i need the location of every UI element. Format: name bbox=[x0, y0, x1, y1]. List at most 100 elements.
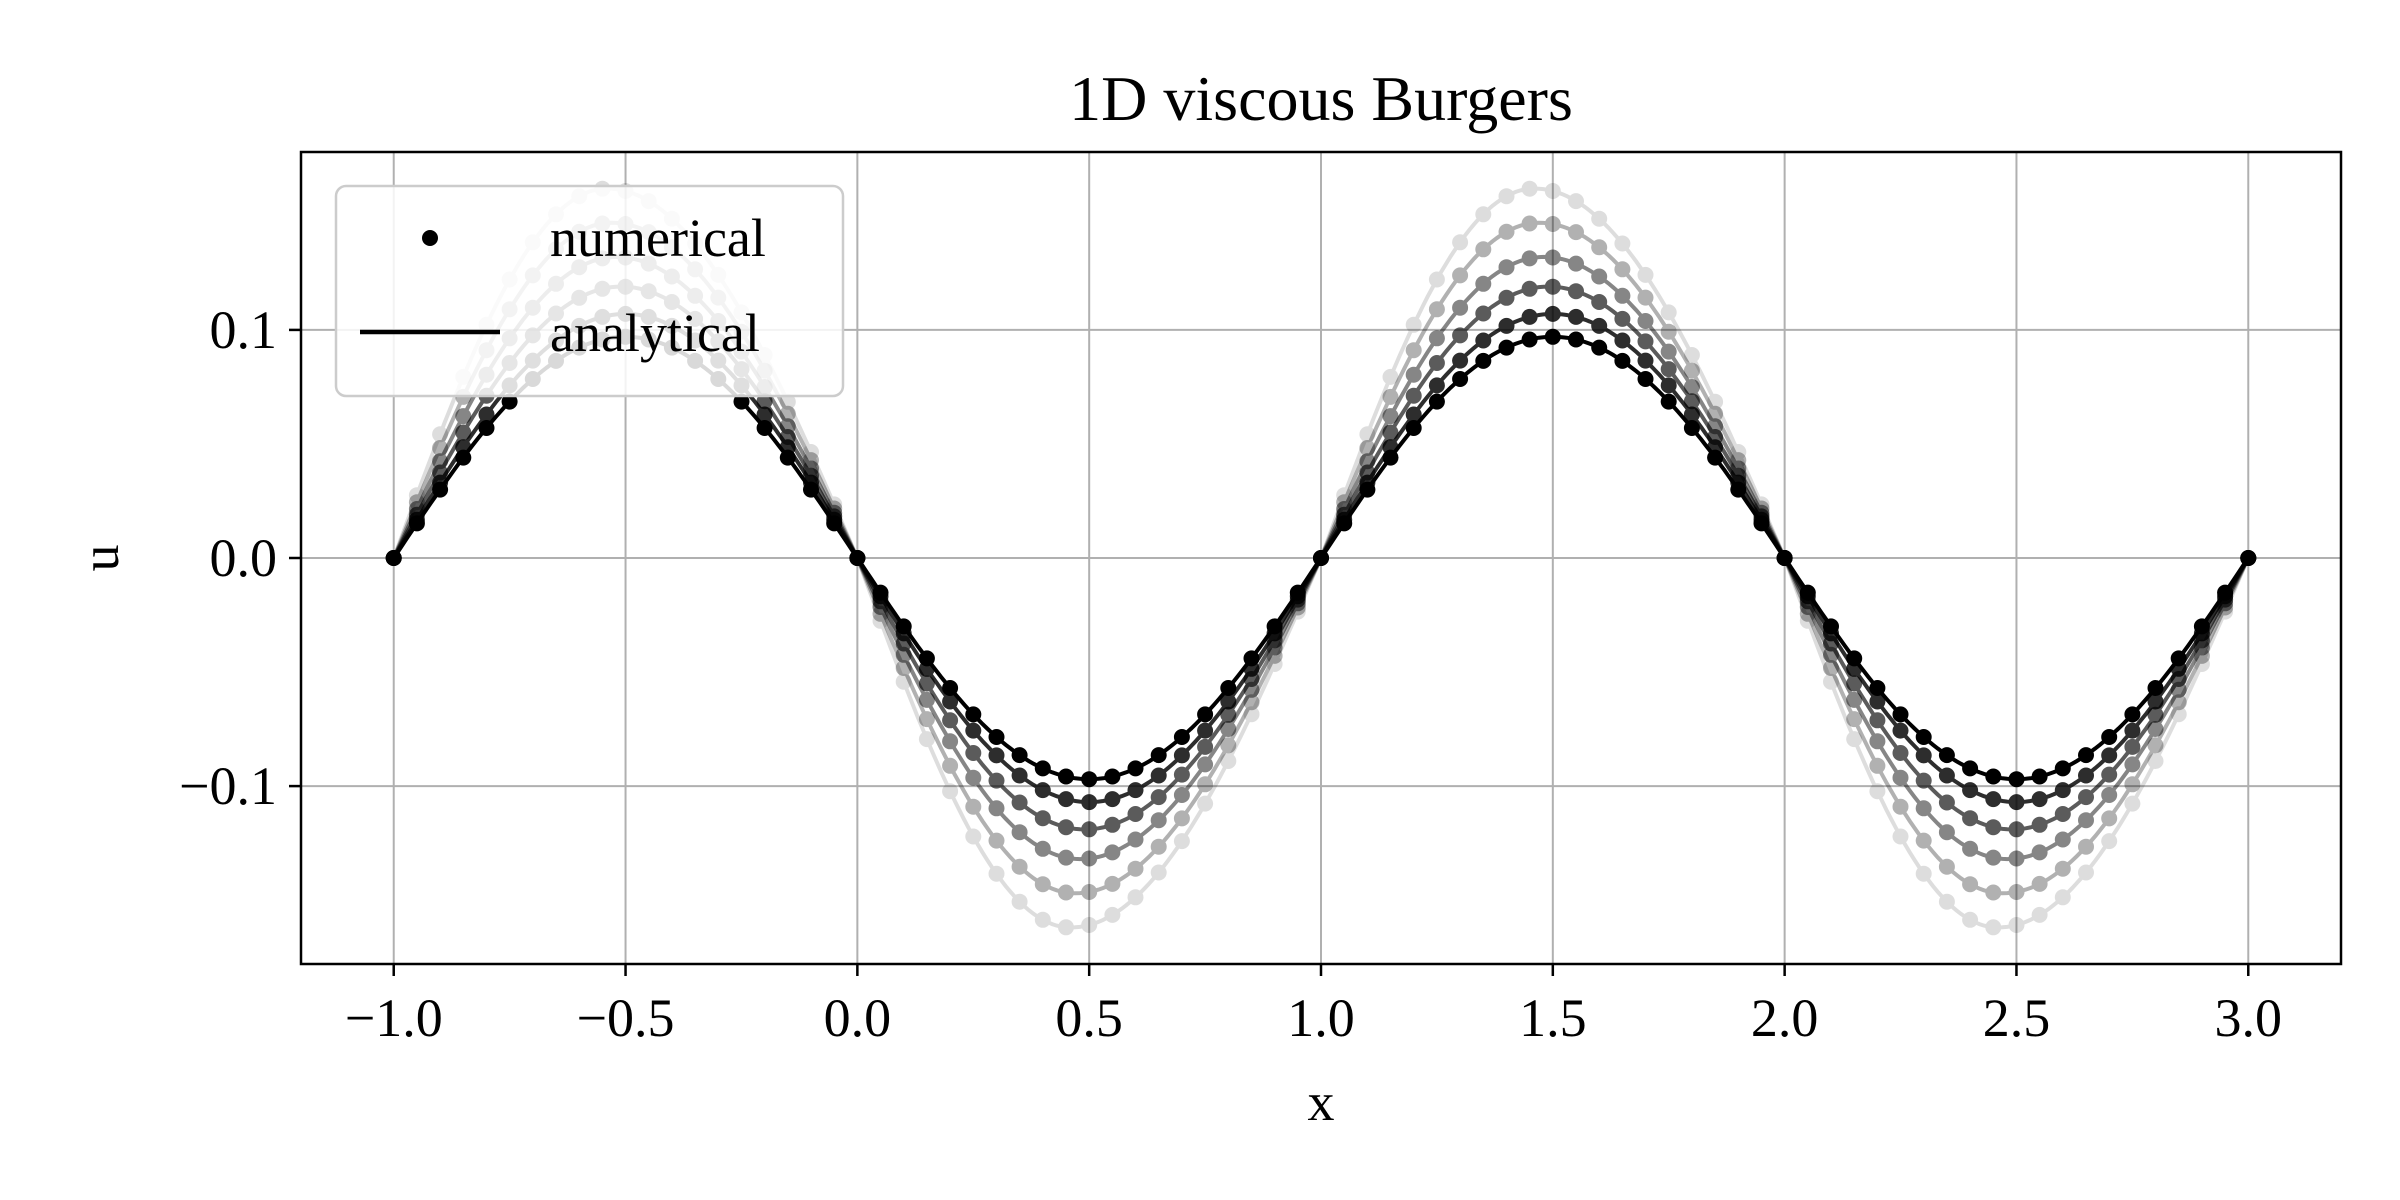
numerical-point bbox=[1730, 444, 1747, 460]
numerical-point bbox=[2101, 729, 2118, 745]
x-tick-label: 1.0 bbox=[1287, 988, 1355, 1048]
numerical-point bbox=[1544, 216, 1561, 232]
numerical-point bbox=[1081, 850, 1098, 867]
numerical-point bbox=[1382, 368, 1399, 385]
numerical-point bbox=[942, 733, 959, 750]
numerical-point bbox=[1428, 271, 1445, 288]
numerical-point bbox=[1846, 711, 1863, 728]
legend-numerical-marker bbox=[422, 230, 438, 246]
numerical-point bbox=[2008, 794, 2025, 811]
numerical-point bbox=[1683, 362, 1700, 379]
numerical-point bbox=[2124, 756, 2141, 773]
numerical-point bbox=[2147, 753, 2164, 769]
numerical-point bbox=[1892, 722, 1909, 739]
numerical-point bbox=[2124, 722, 2141, 739]
numerical-point bbox=[1730, 481, 1747, 498]
numerical-point bbox=[2054, 782, 2071, 799]
numerical-point bbox=[1127, 860, 1144, 877]
numerical-point bbox=[1591, 210, 1608, 227]
numerical-point bbox=[779, 449, 796, 466]
numerical-point bbox=[942, 680, 959, 696]
numerical-point bbox=[1058, 919, 1074, 936]
numerical-point bbox=[1173, 833, 1190, 850]
numerical-point bbox=[2054, 806, 2071, 822]
numerical-point bbox=[1962, 840, 1979, 857]
numerical-point bbox=[1568, 193, 1584, 210]
numerical-point bbox=[1683, 406, 1700, 423]
numerical-point bbox=[756, 406, 773, 423]
numerical-point bbox=[1104, 791, 1121, 808]
numerical-point bbox=[1938, 747, 1955, 764]
numerical-point bbox=[988, 800, 1005, 817]
numerical-point bbox=[385, 550, 402, 566]
numerical-point bbox=[918, 711, 935, 728]
numerical-point bbox=[2217, 584, 2234, 601]
numerical-point bbox=[1869, 757, 1886, 774]
numerical-point bbox=[1938, 824, 1955, 841]
numerical-point bbox=[2147, 680, 2164, 696]
numerical-point bbox=[942, 757, 959, 774]
numerical-point bbox=[1823, 660, 1839, 676]
numerical-point bbox=[1776, 550, 1793, 566]
numerical-point bbox=[1405, 342, 1422, 359]
numerical-point bbox=[1637, 371, 1654, 387]
numerical-point bbox=[408, 487, 425, 504]
numerical-point bbox=[1452, 327, 1469, 344]
numerical-point bbox=[478, 420, 495, 436]
numerical-point bbox=[1197, 722, 1214, 739]
numerical-point bbox=[1683, 393, 1700, 410]
numerical-point bbox=[1846, 675, 1863, 692]
numerical-point bbox=[432, 440, 449, 456]
numerical-point bbox=[942, 783, 959, 800]
numerical-point bbox=[1382, 449, 1399, 466]
numerical-point bbox=[2124, 738, 2141, 755]
numerical-point bbox=[2008, 884, 2025, 900]
numerical-point bbox=[2240, 550, 2257, 566]
numerical-point bbox=[1034, 840, 1051, 857]
numerical-point bbox=[1127, 889, 1144, 906]
numerical-point bbox=[2147, 721, 2164, 737]
numerical-point bbox=[1869, 712, 1886, 729]
numerical-point bbox=[432, 481, 449, 498]
numerical-point bbox=[1475, 352, 1492, 369]
numerical-point bbox=[2124, 795, 2141, 812]
numerical-point bbox=[1938, 767, 1955, 784]
numerical-point bbox=[1220, 753, 1237, 769]
numerical-point bbox=[756, 420, 773, 436]
numerical-point bbox=[1985, 849, 2002, 866]
numerical-point bbox=[1243, 694, 1260, 711]
numerical-point bbox=[1521, 215, 1538, 232]
numerical-point bbox=[918, 675, 935, 692]
numerical-point bbox=[1081, 821, 1098, 838]
numerical-point bbox=[1104, 768, 1121, 785]
chart-title: 1D viscous Burgers bbox=[1069, 63, 1573, 134]
numerical-point bbox=[1359, 426, 1376, 443]
numerical-point bbox=[1197, 706, 1214, 723]
numerical-point bbox=[1938, 893, 1955, 910]
numerical-point bbox=[942, 693, 959, 710]
numerical-point bbox=[1104, 816, 1121, 833]
numerical-point bbox=[1521, 250, 1538, 267]
x-tick-label: −0.5 bbox=[577, 988, 675, 1048]
numerical-point bbox=[733, 393, 750, 410]
numerical-point bbox=[2124, 776, 2141, 793]
numerical-point bbox=[1544, 328, 1561, 345]
numerical-point bbox=[1405, 420, 1422, 436]
numerical-point bbox=[803, 452, 819, 469]
numerical-point bbox=[1591, 294, 1608, 310]
numerical-point bbox=[2101, 787, 2118, 803]
numerical-point bbox=[1475, 275, 1492, 292]
numerical-point bbox=[1127, 831, 1144, 848]
numerical-point bbox=[455, 408, 472, 425]
numerical-point bbox=[1034, 876, 1051, 893]
numerical-point bbox=[2008, 917, 2025, 933]
numerical-point bbox=[1382, 388, 1399, 405]
numerical-point bbox=[1892, 706, 1909, 723]
numerical-point bbox=[1452, 234, 1469, 251]
numerical-point bbox=[2008, 771, 2025, 788]
numerical-point bbox=[942, 712, 959, 729]
numerical-point bbox=[1660, 304, 1677, 321]
x-tick-label: 0.5 bbox=[1055, 988, 1123, 1048]
numerical-point bbox=[1405, 366, 1422, 383]
numerical-point bbox=[1011, 767, 1028, 784]
